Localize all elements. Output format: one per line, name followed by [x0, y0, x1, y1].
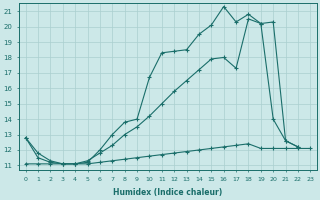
X-axis label: Humidex (Indice chaleur): Humidex (Indice chaleur) [113, 188, 223, 197]
